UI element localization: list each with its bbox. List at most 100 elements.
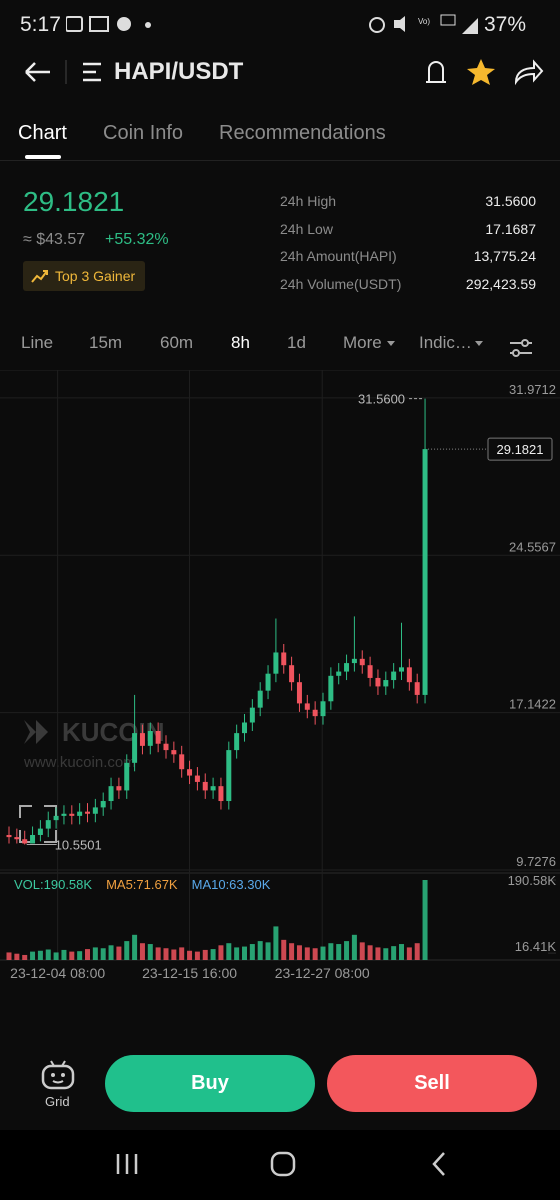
candle-body [30, 834, 36, 844]
header-icons [25, 60, 101, 84]
volume-bar [422, 880, 428, 960]
volume-bar [328, 943, 334, 960]
volume-bar [359, 942, 365, 960]
candle-body [92, 807, 98, 814]
candle-body [367, 665, 373, 678]
x-tick-label: 23-12-15 16:00 [142, 965, 237, 981]
volume-bar [289, 943, 295, 960]
last-price: 29.1821 [23, 186, 125, 217]
volume-bar [139, 943, 145, 960]
tab[interactable]: Recommendations [219, 122, 386, 144]
volume-bar [147, 944, 153, 960]
candle-body [328, 675, 334, 702]
volume-bar [77, 951, 83, 960]
tab[interactable]: Chart [18, 122, 67, 144]
interval[interactable]: 15m [89, 333, 123, 352]
candle-body [6, 834, 12, 838]
buy-button[interactable]: Buy [105, 1055, 315, 1112]
tab-indicator [25, 155, 61, 159]
stat-value: 17.1687 [485, 221, 536, 237]
candle-body [249, 707, 255, 723]
menu-icon[interactable] [83, 62, 101, 82]
candle-body [218, 786, 224, 802]
x-tick-label: 23-12-04 08:00 [10, 965, 105, 981]
volume-bar [265, 942, 271, 960]
expand-icon[interactable] [19, 805, 57, 843]
system-nav-icons [116, 1151, 445, 1177]
volume-bar [30, 951, 36, 960]
volume-bar [242, 946, 247, 960]
volume-bar [320, 946, 326, 960]
stat-value: 292,423.59 [465, 276, 536, 292]
candle-body [375, 677, 381, 687]
candle-body [359, 658, 365, 666]
volume-bar [336, 944, 342, 960]
sell-button[interactable]: Sell [327, 1055, 537, 1112]
interval[interactable]: 8h [231, 333, 250, 352]
dropdown-icon [387, 341, 395, 346]
icon [440, 14, 456, 26]
y-tick-label: 24.5567 [509, 539, 556, 554]
icon [66, 16, 83, 32]
volume-bar [367, 945, 373, 960]
candle-body [242, 722, 247, 734]
recents-button[interactable] [116, 1154, 138, 1174]
icon [369, 17, 385, 33]
volume-bar [257, 941, 263, 960]
candle-body [77, 811, 83, 816]
stat-value: 13,775.24 [473, 248, 536, 264]
volume-bar [22, 954, 28, 960]
candle-body [414, 682, 420, 695]
interval[interactable]: 60m [160, 333, 194, 352]
sell-label: Sell [414, 1072, 450, 1094]
candle-body [132, 733, 138, 763]
current-price-box [487, 437, 553, 461]
candle-body [124, 762, 130, 791]
favorite-icon[interactable] [467, 59, 495, 85]
volume-bar [383, 948, 389, 960]
icon [89, 16, 109, 32]
back-button[interactable] [432, 1152, 445, 1176]
volume-bar [179, 947, 185, 960]
candle-body [281, 652, 287, 666]
battery: 37% [484, 13, 527, 36]
candle-body [210, 786, 216, 791]
home-button[interactable] [270, 1151, 296, 1177]
candle-body [171, 750, 177, 755]
volume-bar [344, 941, 350, 960]
candle-body [116, 786, 122, 791]
high-marker-label: 31.5600 [358, 392, 405, 407]
interval[interactable]: More [343, 333, 382, 352]
candle-body [187, 769, 193, 776]
volume-bar [92, 947, 98, 960]
volume-bar [100, 948, 106, 960]
icon [117, 17, 131, 31]
candle-body [202, 781, 208, 791]
candle-body [61, 813, 67, 816]
x-tick-label: 23-12-27 08:00 [275, 965, 370, 981]
volume-bar [116, 946, 122, 960]
interval[interactable]: Indic… [419, 333, 472, 352]
candle-body [226, 750, 232, 802]
system-nav [0, 1130, 560, 1200]
volume-bar [304, 947, 310, 960]
pair-title: HAPI/USDT [114, 58, 244, 85]
icon [394, 16, 405, 32]
interval[interactable]: 1d [287, 333, 306, 352]
back-icon[interactable] [25, 62, 50, 82]
share-icon[interactable] [514, 59, 544, 86]
alert-icon[interactable] [426, 61, 446, 83]
candle-body [194, 775, 200, 782]
current-price-label: 29.1821 [497, 442, 544, 457]
grid-icon[interactable] [40, 1058, 76, 1090]
candle-body [139, 733, 145, 746]
volume-bar [351, 934, 357, 960]
candle-body [257, 690, 263, 708]
interval[interactable]: Line [21, 333, 54, 352]
tab[interactable]: Coin Info [103, 122, 184, 144]
volume-bar [194, 951, 200, 960]
settings-knob [521, 339, 529, 347]
candlestick-chart: KUCOIN www.kucoin.com 23-12-04 08:00 23-1… [0, 370, 560, 981]
divider [0, 160, 560, 161]
